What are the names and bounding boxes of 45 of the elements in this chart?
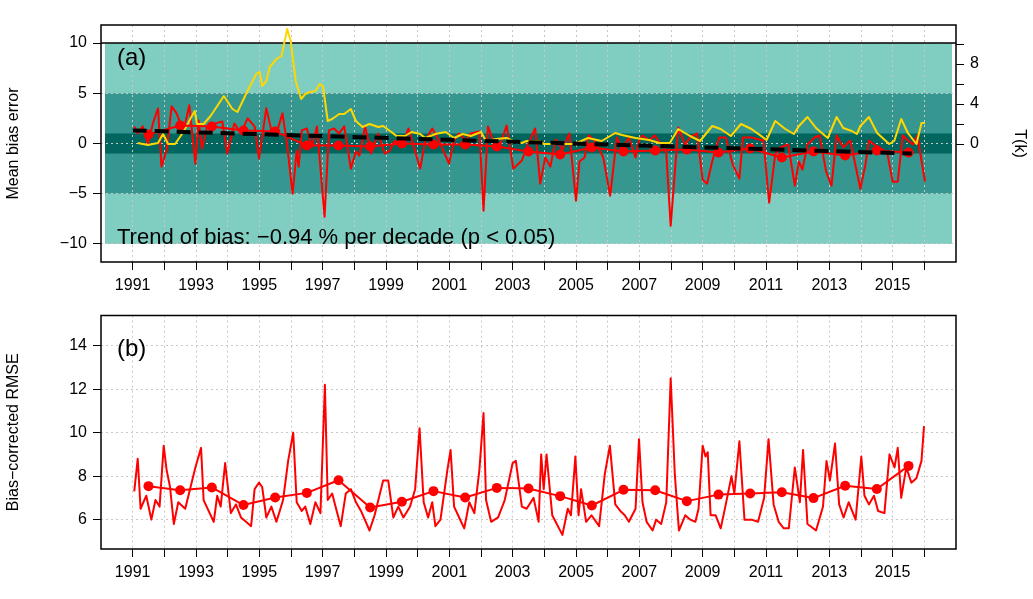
x-tick-label: 2015 xyxy=(874,276,911,294)
x-tick-label: 2013 xyxy=(811,563,848,581)
x-tick-label: 1991 xyxy=(114,276,151,294)
x-tick-label: 2001 xyxy=(431,563,468,581)
x-tick-label: 1995 xyxy=(241,563,278,581)
x-tick-label: 2001 xyxy=(431,276,468,294)
y-tick-label: 6 xyxy=(78,510,88,528)
y2-tick-label: 0 xyxy=(970,134,979,152)
y-tick-label: −10 xyxy=(59,234,88,252)
x-tick-label: 1997 xyxy=(304,276,341,294)
y-axis-title: Bias−corrected RMSE xyxy=(4,353,22,512)
y-tick-label: 5 xyxy=(78,83,88,101)
annotation: (a) xyxy=(117,43,147,70)
x-tick-label: 1999 xyxy=(368,563,404,581)
x-tick-label: 2007 xyxy=(621,276,658,294)
x-tick-label: 2013 xyxy=(811,276,848,294)
x-tick-label: 1993 xyxy=(178,276,214,294)
y2-tick-label: 8 xyxy=(970,54,979,72)
y-tick-label: 14 xyxy=(69,336,88,354)
y2-axis-title: T(k) xyxy=(1011,129,1029,158)
x-tick-label: 2015 xyxy=(874,563,911,581)
x-tick-label: 2011 xyxy=(748,563,784,581)
x-tick-label: 2005 xyxy=(558,276,594,294)
y-tick-label: 12 xyxy=(69,379,88,397)
x-tick-label: 1999 xyxy=(368,276,404,294)
annotation: Trend of bias: −0.94 % per decade (p < 0.05) xyxy=(117,224,556,249)
x-tick-label: 2005 xyxy=(558,563,594,581)
x-tick-label: 1993 xyxy=(178,563,214,581)
y-tick-label: 10 xyxy=(69,423,88,441)
annotation: (b) xyxy=(117,333,147,361)
y-tick-label: 10 xyxy=(69,33,88,51)
x-tick-label: 1995 xyxy=(241,276,278,294)
x-tick-label: 1991 xyxy=(114,563,151,581)
x-tick-label: 2009 xyxy=(684,563,721,581)
x-tick-label: 2011 xyxy=(748,276,784,294)
y2-tick-label: 4 xyxy=(970,94,979,112)
x-tick-label: 2003 xyxy=(494,563,531,581)
y-tick-label: 8 xyxy=(78,466,88,484)
x-tick-label: 2003 xyxy=(494,276,531,294)
y-tick-label: 0 xyxy=(78,133,88,151)
x-tick-label: 2007 xyxy=(621,563,658,581)
x-tick-label: 1997 xyxy=(304,563,341,581)
y-tick-label: −5 xyxy=(68,184,88,202)
y-axis-title: Mean bias error xyxy=(4,86,22,200)
x-tick-label: 2009 xyxy=(684,276,721,294)
